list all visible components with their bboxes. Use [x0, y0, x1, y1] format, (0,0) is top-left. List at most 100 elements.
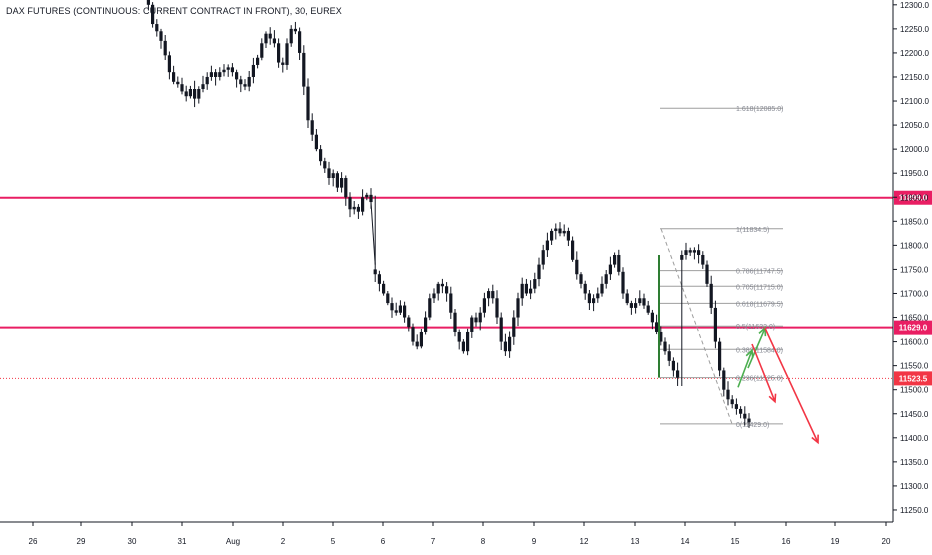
candle-body: [214, 72, 218, 77]
price-tag-bg: [894, 190, 932, 205]
candle-body: [277, 43, 281, 63]
price-tick-label: 11700.0: [900, 289, 929, 298]
time-tick-label: 7: [431, 537, 436, 546]
candle-body: [646, 305, 650, 313]
candle-body: [428, 298, 432, 318]
candle-body: [352, 206, 356, 210]
candle-body: [743, 413, 747, 419]
candle-body: [466, 331, 470, 352]
time-tick-label: 16: [782, 537, 791, 546]
candle-body: [734, 404, 738, 409]
candle-body: [390, 303, 394, 311]
candle-body: [688, 250, 692, 253]
arrow-shaft: [747, 327, 766, 369]
fib-level-label: 0(11429.0): [736, 422, 769, 429]
candle-body: [386, 293, 390, 304]
candle-body: [382, 283, 386, 294]
candle-body: [608, 264, 612, 275]
candle-body: [222, 69, 226, 73]
candle-body: [718, 341, 722, 371]
candle-body: [432, 293, 436, 299]
candle-body: [650, 312, 654, 323]
candle-body: [239, 79, 243, 85]
candle-body: [558, 228, 562, 234]
candle-body: [554, 228, 558, 231]
candle-body: [377, 274, 381, 284]
arrow-head: [811, 434, 819, 445]
candle-body: [453, 312, 457, 332]
candle-body: [655, 322, 659, 332]
candle-body: [512, 317, 516, 337]
time-tick-label: 15: [731, 537, 740, 546]
candle-body: [247, 76, 251, 87]
candle-body: [625, 293, 629, 304]
candle-body: [533, 279, 537, 289]
candle-body: [218, 72, 222, 77]
candle-body: [739, 408, 743, 414]
candle-body: [415, 341, 419, 347]
candle-body: [323, 161, 327, 169]
fib-level-label: 0.705(11715.0): [736, 284, 783, 291]
candle-body: [587, 293, 591, 304]
session-gap-line: [370, 202, 376, 265]
fib-level-label: 1.618(12085.0): [736, 106, 783, 113]
fib-level-label: 1(11834.5): [736, 227, 769, 234]
time-tick-label: Aug: [226, 537, 240, 546]
candle-body: [361, 197, 365, 212]
candle-body: [403, 305, 407, 318]
price-tick-label: 12000.0: [900, 145, 929, 154]
candle-body: [180, 84, 184, 92]
candle-body: [613, 254, 617, 265]
candle-body: [676, 370, 680, 378]
candle-body: [520, 283, 524, 299]
candle-body: [575, 259, 579, 275]
candle-body: [302, 52, 306, 87]
candle-body: [398, 305, 402, 313]
candle-body: [579, 274, 583, 284]
candle-body: [516, 298, 520, 318]
candle-body: [172, 72, 176, 82]
candle-body: [440, 283, 444, 287]
candle-body: [205, 76, 209, 85]
fib-level-label: 0.618(11679.5): [736, 301, 783, 308]
candle-body: [424, 317, 428, 332]
price-tag-bg: [894, 320, 932, 335]
candle-body: [285, 43, 289, 65]
candle-body: [713, 307, 717, 342]
candle-body: [638, 298, 642, 304]
candle-body: [365, 194, 369, 198]
candle-body: [487, 291, 491, 299]
candle-body: [562, 230, 566, 234]
candle-body: [373, 269, 377, 275]
candle-body: [524, 283, 528, 294]
time-tick-label: 9: [532, 537, 537, 546]
candle-body: [499, 317, 503, 342]
price-tick-label: 11900.0: [900, 193, 929, 202]
candle-body: [256, 57, 260, 65]
candle-body: [394, 310, 398, 313]
candle-body: [151, 4, 155, 25]
candle-body: [747, 418, 751, 423]
arrow-shaft: [764, 327, 819, 443]
candle-body: [529, 288, 533, 294]
price-tick-label: 12250.0: [900, 25, 929, 34]
arrow-shaft: [737, 349, 753, 388]
candle-body: [491, 291, 495, 299]
candle-body: [508, 336, 512, 352]
candle-body: [722, 370, 726, 390]
candle-body: [310, 120, 314, 135]
price-tick-label: 11350.0: [900, 458, 929, 467]
candle-body: [726, 389, 730, 400]
candle-body: [659, 331, 663, 342]
price-tick-label: 11800.0: [900, 241, 929, 250]
price-tag-label: 11899.0: [899, 194, 928, 203]
time-tick-label: 29: [77, 537, 86, 546]
candle-body: [667, 351, 671, 361]
fib-level-label: 0.236(11525.0): [736, 376, 783, 383]
candle-body: [264, 33, 268, 44]
candle-body: [701, 254, 705, 265]
price-tick-label: 11850.0: [900, 217, 929, 226]
